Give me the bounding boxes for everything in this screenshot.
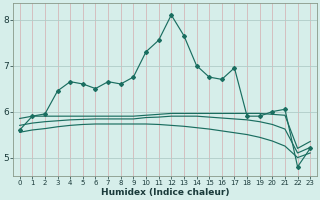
X-axis label: Humidex (Indice chaleur): Humidex (Indice chaleur) [101,188,229,197]
